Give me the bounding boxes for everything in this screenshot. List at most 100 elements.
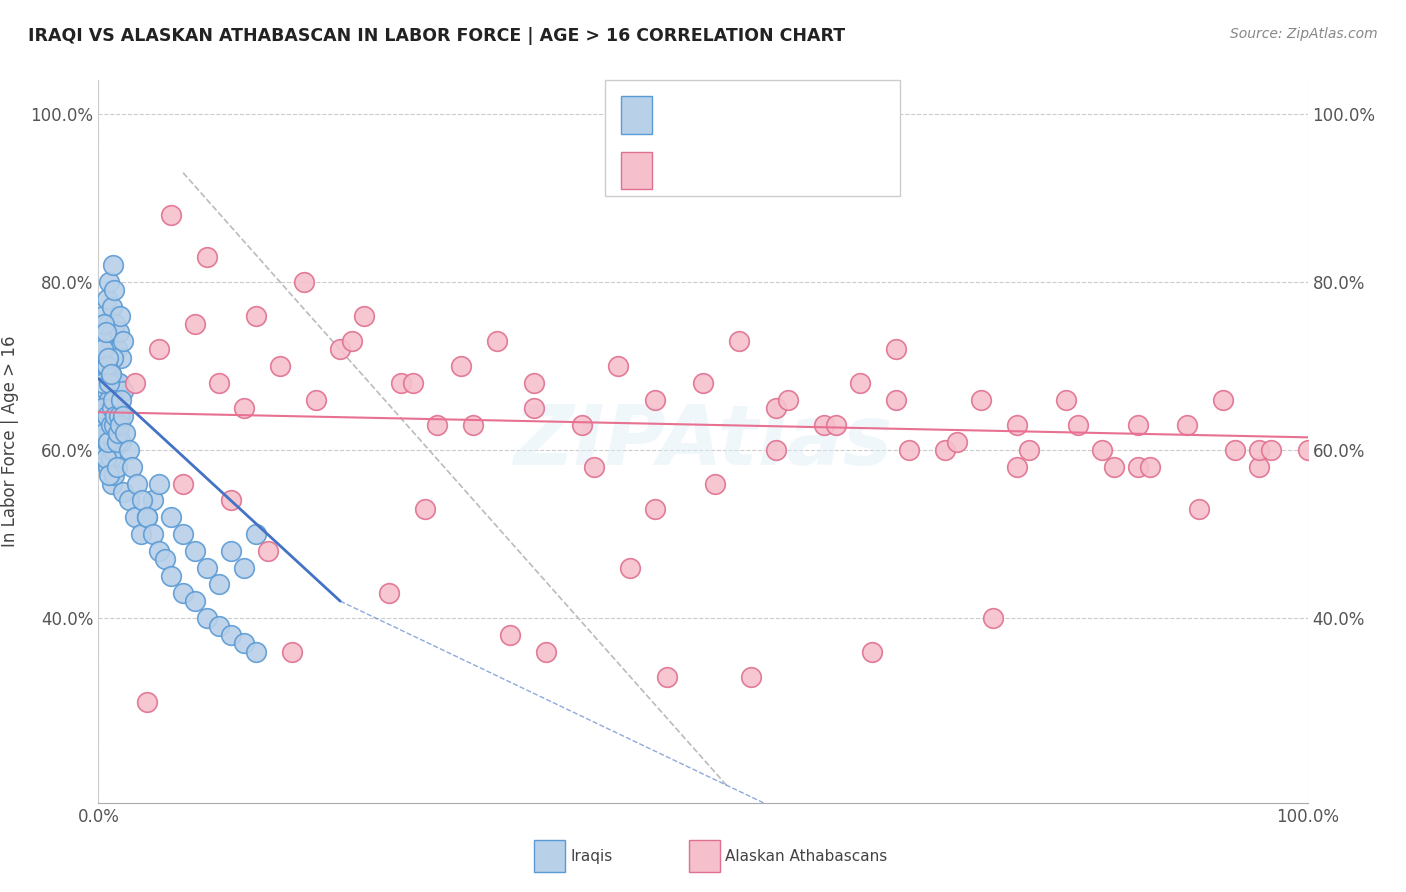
Point	[1260, 442, 1282, 457]
Point	[172, 586, 194, 600]
Point	[184, 317, 207, 331]
Point	[232, 560, 254, 574]
Point	[108, 326, 131, 340]
Point	[534, 644, 557, 658]
Point	[232, 636, 254, 650]
Point	[97, 417, 120, 432]
Point	[101, 442, 124, 457]
Point	[208, 577, 231, 591]
Point	[849, 376, 872, 390]
Point	[111, 485, 134, 500]
Point	[1102, 459, 1125, 474]
Text: N =: N =	[769, 108, 803, 122]
Text: Iraqis: Iraqis	[571, 849, 613, 863]
Point	[142, 493, 165, 508]
Point	[221, 628, 243, 642]
Point	[111, 409, 134, 424]
Point	[886, 342, 908, 356]
Point	[94, 359, 117, 373]
Point	[100, 368, 122, 382]
Text: N =: N =	[769, 163, 803, 178]
Point	[91, 326, 114, 340]
Point	[934, 442, 956, 457]
Point	[450, 359, 472, 373]
Text: R =: R =	[664, 163, 697, 178]
Point	[644, 501, 666, 516]
Point	[256, 543, 278, 558]
Point	[160, 208, 183, 222]
Point	[981, 611, 1004, 625]
Point	[523, 376, 546, 390]
Point	[97, 351, 120, 365]
Point	[96, 359, 118, 373]
Point	[96, 409, 118, 424]
Point	[1212, 392, 1234, 407]
Point	[124, 376, 146, 390]
Point	[108, 309, 131, 323]
Point	[98, 392, 121, 407]
Point	[104, 392, 127, 407]
Point	[98, 468, 121, 483]
Point	[208, 619, 231, 633]
Point	[389, 376, 412, 390]
Point	[98, 275, 121, 289]
Point	[1249, 459, 1271, 474]
Point	[353, 309, 375, 323]
Point	[108, 409, 131, 424]
Point	[463, 417, 485, 432]
Point	[100, 409, 122, 424]
Point	[103, 283, 125, 297]
Point	[1296, 442, 1319, 457]
Point	[426, 417, 449, 432]
Point	[184, 543, 207, 558]
Point	[101, 258, 124, 272]
Point	[131, 493, 153, 508]
Point	[93, 401, 115, 415]
Point	[1067, 417, 1090, 432]
Point	[91, 401, 114, 415]
Point	[110, 351, 132, 365]
Point	[160, 569, 183, 583]
Point	[1188, 501, 1211, 516]
Point	[886, 392, 908, 407]
Point	[740, 670, 762, 684]
Point	[93, 317, 115, 331]
Point	[946, 434, 969, 449]
Point	[107, 426, 129, 441]
Point	[101, 351, 124, 365]
Point	[148, 342, 170, 356]
Point	[108, 409, 131, 424]
Point	[172, 476, 194, 491]
Point	[103, 468, 125, 483]
Point	[142, 527, 165, 541]
Point	[101, 392, 124, 407]
Point	[1018, 442, 1040, 457]
Point	[108, 417, 131, 432]
Point	[269, 359, 291, 373]
Point	[118, 493, 141, 508]
Point	[1128, 459, 1150, 474]
Point	[402, 376, 425, 390]
Point	[105, 459, 128, 474]
Point	[571, 417, 593, 432]
Point	[105, 342, 128, 356]
Point	[153, 552, 176, 566]
Point	[96, 384, 118, 398]
Text: R =: R =	[664, 108, 697, 122]
Point	[1223, 442, 1246, 457]
Point	[94, 359, 117, 373]
Point	[221, 543, 243, 558]
Point	[1054, 392, 1077, 407]
Point	[110, 434, 132, 449]
Point	[104, 317, 127, 331]
Text: ZIPAtlas: ZIPAtlas	[513, 401, 893, 482]
Point	[860, 644, 883, 658]
Point	[160, 510, 183, 524]
Point	[98, 376, 121, 390]
Point	[100, 368, 122, 382]
Point	[124, 510, 146, 524]
Text: IRAQI VS ALASKAN ATHABASCAN IN LABOR FORCE | AGE > 16 CORRELATION CHART: IRAQI VS ALASKAN ATHABASCAN IN LABOR FOR…	[28, 27, 845, 45]
Point	[103, 417, 125, 432]
Text: Source: ZipAtlas.com: Source: ZipAtlas.com	[1230, 27, 1378, 41]
Point	[100, 417, 122, 432]
